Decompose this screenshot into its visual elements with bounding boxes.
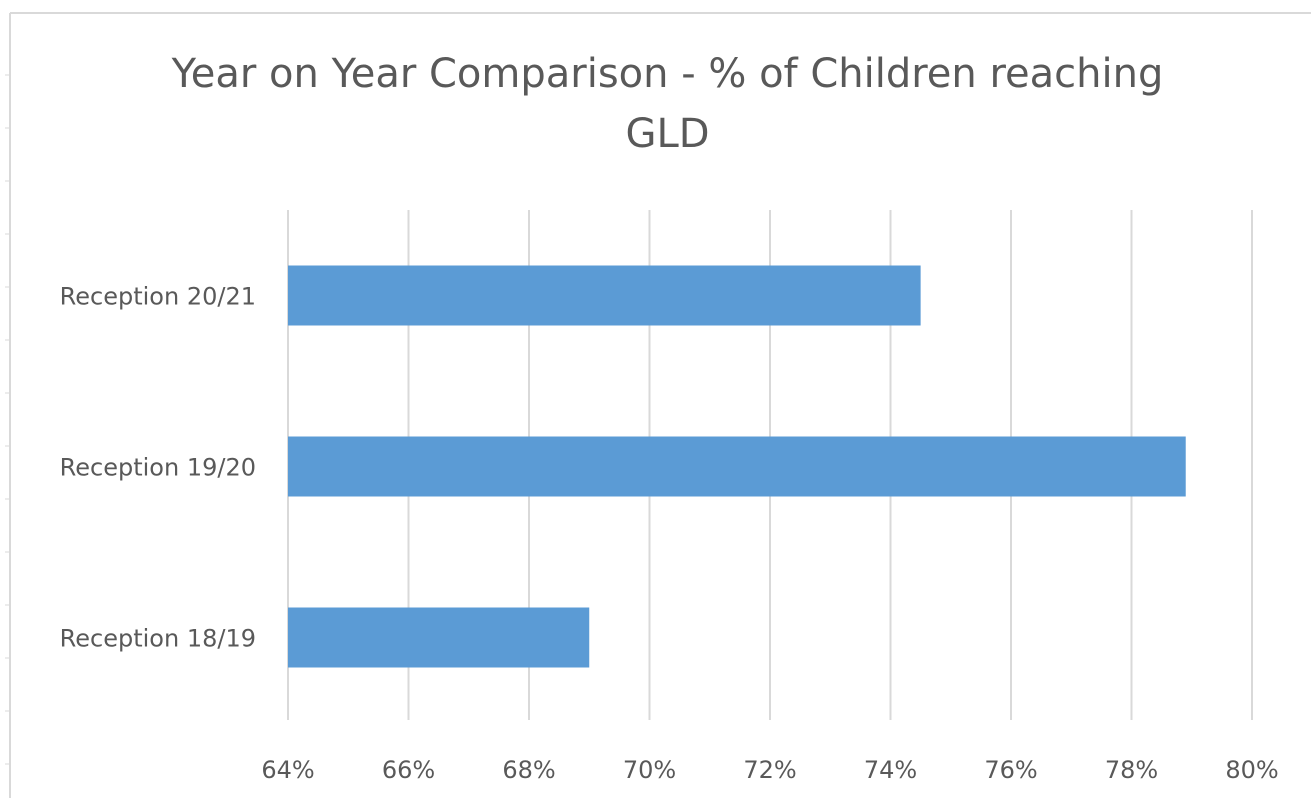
x-tick-label: 72%	[743, 756, 796, 784]
x-tick-label: 68%	[502, 756, 555, 784]
x-axis-tick-labels: 64% 66% 68% 70% 72% 74% 76% 78% 80%	[261, 756, 1278, 784]
x-tick-label: 74%	[864, 756, 917, 784]
chart-title: Year on Year Comparison - % of Children …	[60, 44, 1275, 164]
bar-reception-19-20	[288, 436, 1186, 497]
x-tick-label: 66%	[382, 756, 435, 784]
category-label: Reception 18/19	[60, 625, 256, 653]
chart-title-line-2: GLD	[625, 111, 710, 157]
x-tick-label: 70%	[623, 756, 676, 784]
x-tick-label: 80%	[1225, 756, 1278, 784]
x-tick-label: 78%	[1105, 756, 1158, 784]
category-labels: Reception 18/19 Reception 19/20 Reception …	[60, 283, 256, 653]
chart-border	[5, 12, 1311, 798]
bar-reception-18-19	[288, 607, 590, 668]
bars	[288, 265, 1186, 668]
x-tick-label: 64%	[261, 756, 314, 784]
bar-reception-20-21	[288, 265, 921, 326]
category-label: Reception 20/21	[60, 283, 256, 311]
category-label: Reception 19/20	[60, 454, 256, 482]
chart-title-line-1: Year on Year Comparison - % of Children …	[171, 51, 1164, 97]
x-tick-label: 76%	[984, 756, 1037, 784]
